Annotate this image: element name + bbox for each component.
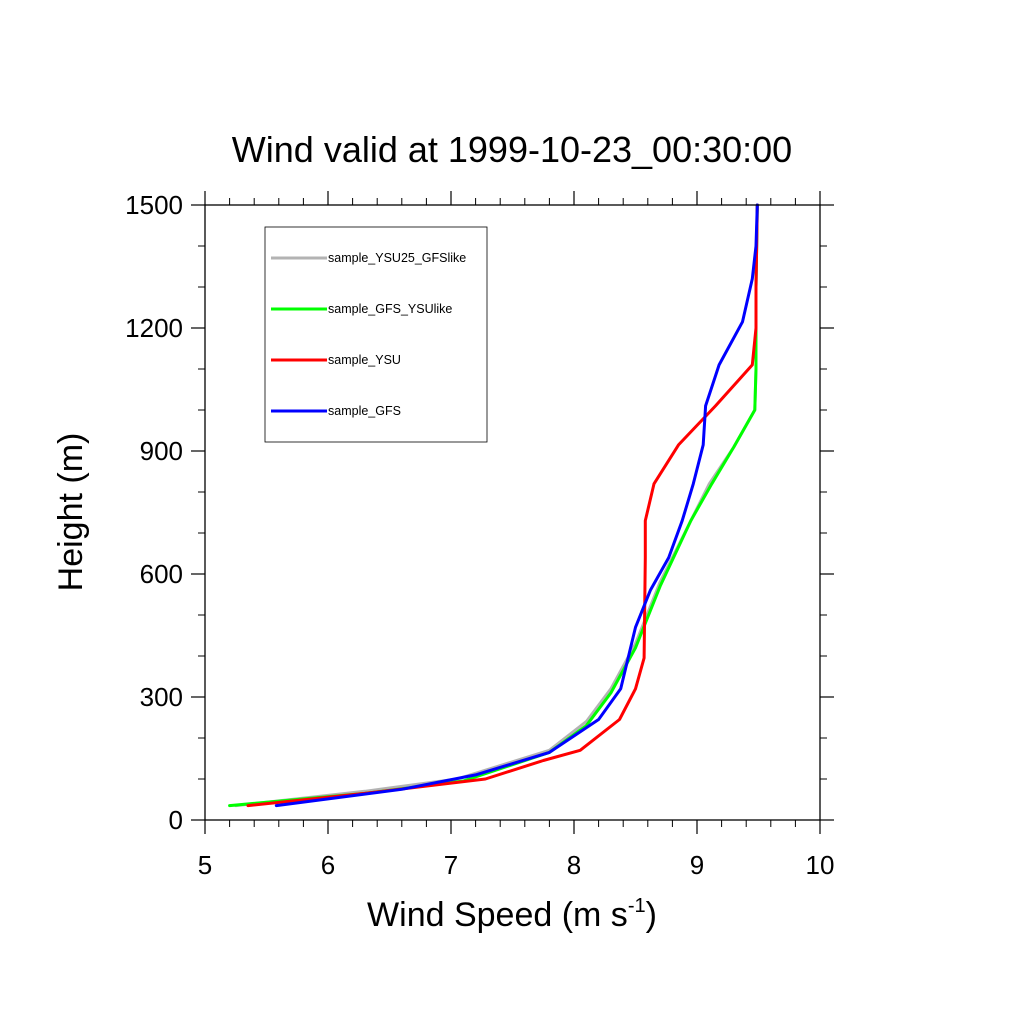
x-tick-label-7: 7 [444,850,458,880]
x-tick-label-8: 8 [567,850,581,880]
y-tick-label-1200: 1200 [125,313,183,343]
x-tick-label-6: 6 [321,850,335,880]
series-lines [228,203,759,808]
x-tick-label-10: 10 [806,850,835,880]
tick-marks [191,191,834,834]
y-axis-label: Height (m) [52,433,90,592]
x-tick-label-9: 9 [690,850,704,880]
y-tick-labels: 0 300 600 900 1200 1500 [125,190,183,835]
y-tick-label-0: 0 [169,805,183,835]
x-tick-labels: 5 6 7 8 9 10 [198,850,835,880]
x-axis-label-superscript: -1 [628,895,646,917]
legend-box [264,226,488,443]
x-axis-label-end: ) [646,896,657,934]
x-tick-label-5: 5 [198,850,212,880]
y-tick-label-900: 900 [140,436,183,466]
chart-title: Wind valid at 1999-10-23_00:30:00 [232,129,792,170]
series-line-sample_YSU [246,203,759,808]
y-tick-label-1500: 1500 [125,190,183,220]
series-line-sample_GFS [274,203,759,808]
y-tick-label-300: 300 [140,682,183,712]
legend-label-sample_YSU25_GFSlike: sample_YSU25_GFSlike [328,251,466,265]
plot-frame [204,204,821,821]
y-tick-label-600: 600 [140,559,183,589]
legend-label-sample_GFS: sample_GFS [328,404,401,418]
x-axis-label: Wind Speed (m s-1) [367,895,657,934]
legend: sample_YSU25_GFSlike sample_GFS_YSUlikesa… [264,226,488,443]
legend-label-sample_YSU: sample_YSU [328,353,401,367]
legend-label-sample_GFS_YSUlike: sample_GFS_YSUlike [328,302,452,316]
